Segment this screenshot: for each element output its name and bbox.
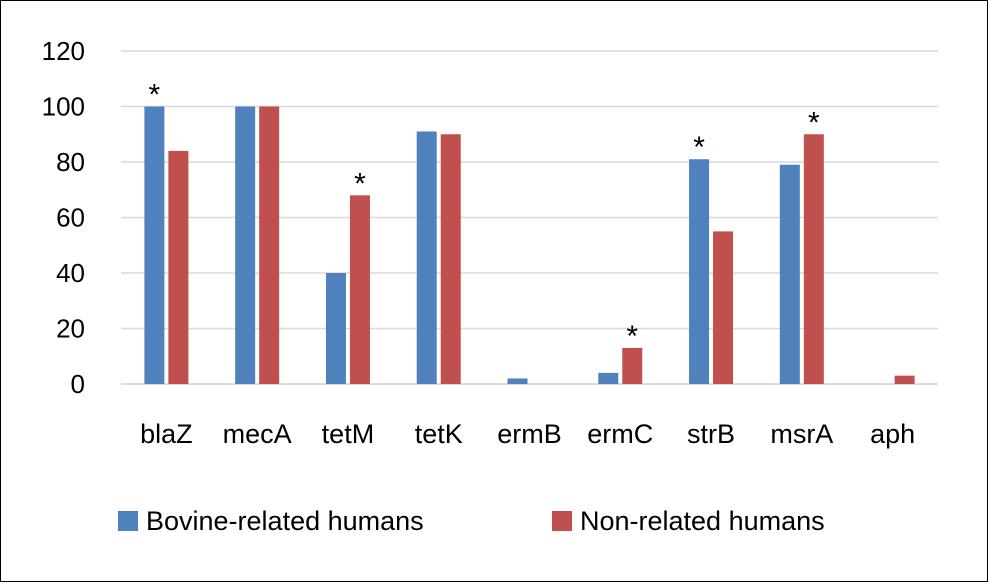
category-label-tetk: tetK	[415, 419, 463, 449]
bar-tetm-series-2	[349, 195, 370, 384]
significance-star-ermc: *	[626, 320, 638, 353]
significance-star-blaz: *	[149, 79, 161, 112]
y-tick-label: 120	[42, 36, 85, 66]
bar-strb-series-2	[713, 231, 734, 384]
bar-msra-series-1	[779, 164, 800, 384]
category-label-strb: strB	[687, 419, 735, 449]
bar-tetk-series-1	[416, 131, 437, 384]
bar-tetk-series-2	[440, 134, 461, 384]
y-tick-label: 100	[42, 92, 85, 122]
bar-aph-series-2	[894, 375, 915, 384]
y-tick-label: 60	[56, 203, 85, 233]
y-tick-label: 0	[71, 369, 85, 399]
y-tick-label: 80	[56, 147, 85, 177]
y-axis-ticks: 0 20 40 60 80 100 120	[42, 36, 85, 399]
legend-label-1: Bovine-related humans	[146, 506, 424, 536]
bar-ermc-series-1	[598, 372, 619, 384]
legend-swatch-2	[552, 511, 572, 531]
significance-annotations: * * * * *	[149, 79, 820, 353]
x-axis-categories: blaZ mecA tetM tetK ermB ermC strB msrA aph	[140, 419, 915, 449]
category-label-ermc: ermC	[587, 419, 653, 449]
bar-meca-series-1	[235, 106, 256, 384]
bar-blaz-series-1	[144, 106, 165, 384]
category-label-meca: mecA	[223, 419, 292, 449]
category-label-aph: aph	[870, 419, 915, 449]
gridlines	[121, 50, 938, 385]
legend-swatch-1	[118, 511, 138, 531]
bar-tetm-series-1	[325, 273, 346, 384]
category-label-ermb: ermB	[497, 419, 562, 449]
bar-ermb-series-1	[507, 378, 528, 384]
bars	[144, 106, 915, 384]
bar-blaz-series-2	[168, 150, 189, 384]
bar-strb-series-1	[689, 159, 710, 384]
category-label-msra: msrA	[770, 419, 833, 449]
legend: Bovine-related humans Non-related humans	[118, 506, 825, 536]
category-label-tetm: tetM	[322, 419, 375, 449]
significance-star-msra: *	[808, 106, 820, 139]
significance-star-tetm: *	[354, 167, 366, 200]
legend-label-2: Non-related humans	[580, 506, 825, 536]
bar-msra-series-2	[803, 134, 824, 384]
significance-star-strb: *	[693, 131, 705, 164]
y-tick-label: 20	[56, 314, 85, 344]
bar-meca-series-2	[259, 106, 280, 384]
y-tick-label: 40	[56, 258, 85, 288]
bar-ermc-series-2	[622, 347, 643, 384]
category-label-blaz: blaZ	[140, 419, 193, 449]
